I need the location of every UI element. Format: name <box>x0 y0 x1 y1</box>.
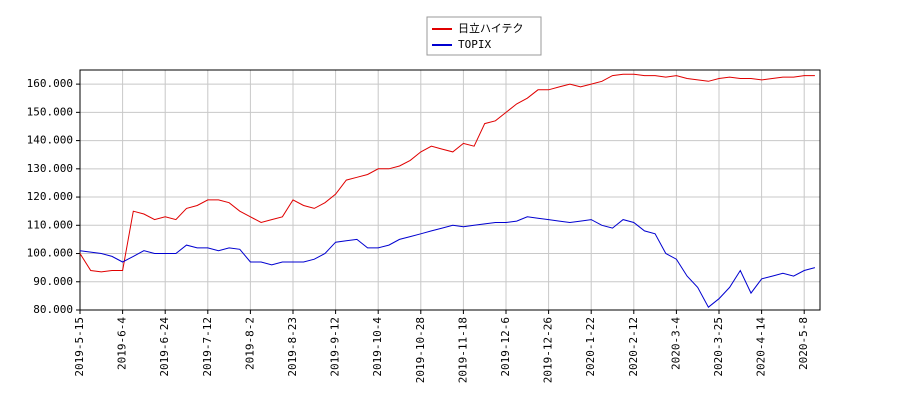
x-tick-label: 2019-6-4 <box>116 317 129 370</box>
x-tick-label: 2019-5-15 <box>73 317 86 377</box>
legend-box <box>426 16 542 56</box>
legend-label: 日立ハイテク <box>458 21 524 35</box>
x-tick-label: 2019-11-18 <box>456 317 469 383</box>
x-tick-label: 2019-10-28 <box>414 317 427 383</box>
x-tick-label: 2019-10-4 <box>371 317 384 377</box>
x-tick-label: 2019-8-23 <box>286 317 299 377</box>
y-tick-label: 130.000 <box>27 162 73 175</box>
y-tick-label: 80.000 <box>33 303 73 316</box>
x-tick-label: 2020-4-14 <box>755 317 768 377</box>
y-tick-label: 140.000 <box>27 134 73 147</box>
x-tick-label: 2020-3-4 <box>669 317 682 370</box>
x-tick-label: 2019-12-26 <box>542 317 555 383</box>
y-tick-label: 110.000 <box>27 218 73 231</box>
x-tick-label: 2020-3-25 <box>712 317 725 377</box>
series-line <box>79 216 816 308</box>
legend: 日立ハイテク TOPIX <box>432 21 524 51</box>
y-tick-label: 90.000 <box>33 275 73 288</box>
y-tick-label: 120.000 <box>27 190 73 203</box>
series-line <box>79 73 815 273</box>
plot-frame <box>79 69 821 311</box>
y-tick-label: 160.000 <box>27 77 73 90</box>
x-tick-label: 2019-6-24 <box>158 317 171 377</box>
x-tick-label: 2019-9-12 <box>329 317 342 377</box>
legend-label: TOPIX <box>458 38 491 51</box>
x-tick-label: 2020-1-22 <box>584 317 597 377</box>
x-tick-label: 2020-2-12 <box>627 317 640 377</box>
y-tick-label: 150.000 <box>27 105 73 118</box>
x-tick-label: 2019-8-2 <box>243 317 256 370</box>
x-tick-label: 2019-12-6 <box>499 317 512 377</box>
y-tick-label: 100.000 <box>27 247 73 260</box>
x-tick-label: 2020-5-8 <box>797 317 810 370</box>
x-tick-label: 2019-7-12 <box>201 317 214 377</box>
